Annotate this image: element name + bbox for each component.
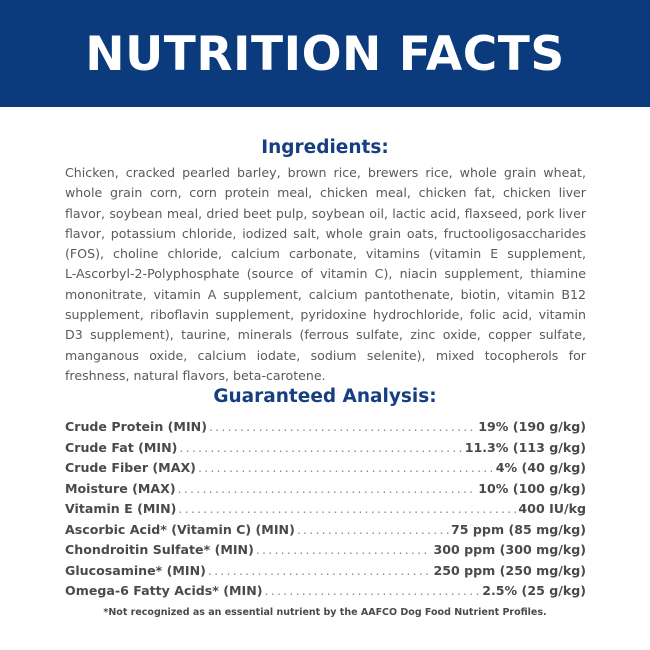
- ingredients-line: supplement, riboflavin supplement, pyrid…: [65, 307, 586, 323]
- analysis-row: Crude Fat (MIN) 11.3% (113 g/kg): [65, 438, 586, 459]
- ingredients-line: (FOS), choline chloride, calcium carbona…: [65, 246, 586, 262]
- dot-leader: [178, 499, 516, 520]
- nutrient-label: Glucosamine* (MIN): [65, 562, 206, 578]
- dot-leader: [265, 581, 481, 602]
- analysis-row: Ascorbic Acid* (Vitamin C) (MIN) 75 ppm (…: [65, 520, 586, 541]
- nutrient-label: Crude Fiber (MAX): [65, 460, 196, 475]
- nutrient-label: Omega-6 Fatty Acids* (MIN): [65, 583, 263, 598]
- ingredients-line: Chicken, cracked pearled barley, brown r…: [65, 165, 586, 180]
- ingredients-line: L-Ascorbyl-2-Polyphosphate (source of vi…: [65, 266, 586, 282]
- analysis-row: Glucosamine* (MIN) 250 ppm (250 mg/kg): [65, 561, 586, 582]
- nutrient-value: 75 ppm (85 mg/kg): [451, 521, 586, 537]
- analysis-heading: Guaranteed Analysis:: [213, 386, 437, 407]
- nutrient-value: 300 ppm (300 mg/kg): [433, 542, 586, 557]
- nutrient-label: Ascorbic Acid* (Vitamin C) (MIN): [65, 521, 295, 537]
- dot-leader: [208, 561, 432, 582]
- nutrient-label: Crude Fat (MIN): [65, 439, 178, 455]
- analysis-row: Chondroitin Sulfate* (MIN) 300 ppm (300 m…: [65, 540, 586, 561]
- ingredients-line: mononitrate, vitamin A supplement, calci…: [65, 286, 586, 302]
- nutrient-label: Vitamin E (MIN): [65, 501, 177, 516]
- analysis-row: Omega-6 Fatty Acids* (MIN) 2.5% (25 g/kg): [65, 581, 586, 602]
- dot-leader: [209, 417, 476, 438]
- nutrient-value: 2.5% (25 g/kg): [482, 583, 586, 598]
- header-band: [0, 0, 650, 107]
- dot-leader: [178, 479, 477, 500]
- page-title: NUTRITION FACTS: [85, 27, 565, 82]
- analysis-row: Crude Protein (MIN) 19% (190 g/kg): [65, 417, 586, 438]
- ingredients-line: whole grain corn, corn protein meal, chi…: [65, 185, 586, 201]
- nutrient-value: 19% (190 g/kg): [478, 419, 586, 434]
- ingredients-line: freshness, natural flavors, beta-caroten…: [65, 367, 326, 383]
- nutrient-value: 400 IU/kg: [518, 501, 586, 516]
- ingredients-text: Chicken, cracked pearled barley, brown r…: [65, 163, 586, 386]
- dot-leader: [297, 520, 449, 541]
- dot-leader: [256, 540, 432, 561]
- ingredients-line: manganous oxide, calcium iodate, sodium …: [65, 347, 586, 363]
- nutrient-value: 10% (100 g/kg): [478, 480, 586, 496]
- ingredients-line: D3 supplement), taurine, minerals (ferro…: [65, 327, 586, 343]
- nutrient-value: 11.3% (113 g/kg): [464, 439, 586, 455]
- nutrient-value: 4% (40 g/kg): [495, 460, 586, 475]
- analysis-row: Crude Fiber (MAX) 4% (40 g/kg): [65, 458, 586, 479]
- dot-leader: [179, 438, 462, 459]
- footnote: *Not recognized as an essential nutrient…: [103, 607, 547, 618]
- ingredients-line: flavor, soybean meal, dried beet pulp, s…: [65, 205, 586, 221]
- nutrient-value: 250 ppm (250 mg/kg): [433, 562, 586, 578]
- analysis-row: Moisture (MAX) 10% (100 g/kg): [65, 479, 586, 500]
- dot-leader: [198, 458, 494, 479]
- nutrient-label: Chondroitin Sulfate* (MIN): [65, 542, 254, 557]
- guaranteed-analysis-table: Crude Protein (MIN) 19% (190 g/kg) Crude F…: [65, 417, 586, 602]
- nutrient-label: Crude Protein (MIN): [65, 419, 207, 434]
- ingredients-heading: Ingredients:: [261, 137, 389, 158]
- analysis-row: Vitamin E (MIN) 400 IU/kg: [65, 499, 586, 520]
- ingredients-line: flavor, potassium chloride, iodized salt…: [65, 225, 586, 241]
- nutrient-label: Moisture (MAX): [65, 480, 176, 496]
